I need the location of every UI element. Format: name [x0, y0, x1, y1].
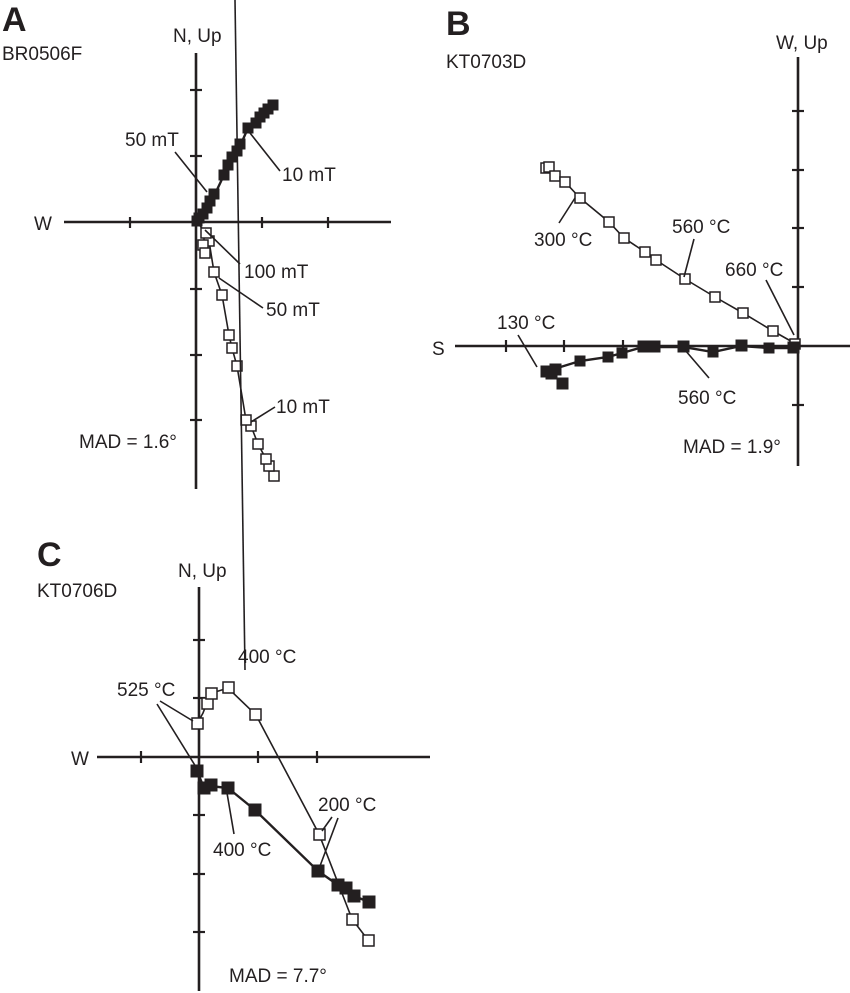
mad-label-b: MAD = 1.9°	[683, 437, 781, 458]
series-c-horizontal-solid	[190, 764, 376, 909]
axis-label-horizontal-c: W	[71, 749, 89, 770]
anno-a-50mT-solid: 50 mT	[125, 130, 179, 151]
anno-c-200C: 200 °C	[318, 795, 376, 816]
anno-b-130C: 130 °C	[497, 313, 555, 334]
anno-a-50mT-open: 50 mT	[266, 300, 320, 321]
sample-id-a: BR0506F	[2, 44, 82, 65]
annotations-c: 400 °C 525 °C 200 °C 400 °C	[117, 0, 376, 867]
anno-b-300C: 300 °C	[534, 230, 592, 251]
anno-c-525C: 525 °C	[117, 680, 175, 701]
panel-a: A BR0506F N, Up W	[2, 1, 391, 489]
mad-label-c: MAD = 7.7°	[229, 966, 327, 987]
mad-label-a: MAD = 1.6°	[79, 432, 177, 453]
anno-a-100mT-open: 100 mT	[244, 262, 309, 283]
axis-label-vertical-a: N, Up	[173, 26, 222, 47]
axis-label-vertical-b: W, Up	[776, 33, 828, 54]
anno-c-400C-solid: 400 °C	[213, 840, 271, 861]
anno-b-560C-solid: 560 °C	[678, 388, 736, 409]
anno-a-10mT-solid: 10 mT	[282, 165, 336, 186]
panel-b: B KT0703D W, Up S	[432, 5, 850, 466]
annotations-b: 300 °C 560 °C 660 °C 130 °C 560 °C	[497, 197, 795, 409]
axes-a	[64, 53, 391, 489]
panel-letter-c: C	[37, 536, 62, 574]
series-b-horizontal-solid	[540, 339, 800, 390]
anno-a-10mT-open: 10 mT	[276, 397, 330, 418]
panel-letter-a: A	[2, 1, 27, 39]
panel-c: C KT0706D N, Up W	[37, 0, 430, 991]
annotations-a: 50 mT 10 mT 100 mT 50 mT 10 mT	[125, 130, 336, 423]
axis-label-vertical-c: N, Up	[178, 561, 227, 582]
axis-label-horizontal-b: S	[432, 339, 445, 360]
sample-id-b: KT0703D	[446, 52, 526, 73]
panel-letter-b: B	[446, 5, 471, 43]
axis-label-horizontal-a: W	[34, 214, 52, 235]
series-a-vertical-open	[197, 222, 280, 482]
sample-id-c: KT0706D	[37, 581, 117, 602]
series-b-vertical-open	[540, 161, 801, 350]
anno-c-400C-open: 400 °C	[238, 647, 296, 668]
anno-b-660C: 660 °C	[725, 260, 783, 281]
series-a-horizontal-solid	[191, 99, 279, 227]
anno-b-560C-open: 560 °C	[672, 217, 730, 238]
